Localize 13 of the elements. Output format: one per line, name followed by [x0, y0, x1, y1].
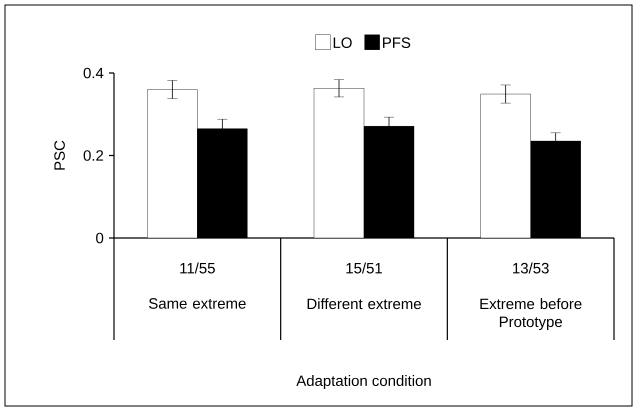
- text: 13/53: [513, 262, 549, 274]
- y-tick-label: 0.2: [84, 150, 104, 161]
- x-axis-title: Adaptation condition: [296, 375, 431, 389]
- x-tick-label: Extreme before Prototype: [480, 298, 582, 330]
- y-tick-label: 0: [96, 232, 104, 244]
- y-axis-title: PSC: [54, 140, 65, 170]
- x-tick-label: Different extreme: [308, 298, 421, 310]
- text: 15/51: [346, 262, 382, 274]
- y-tick-label: 0.4: [84, 68, 104, 78]
- text: 11/55: [180, 262, 215, 274]
- legend-label: LO: [334, 37, 352, 48]
- legend-label: PFS: [383, 37, 410, 48]
- x-tick-label: Same extreme: [149, 298, 246, 309]
